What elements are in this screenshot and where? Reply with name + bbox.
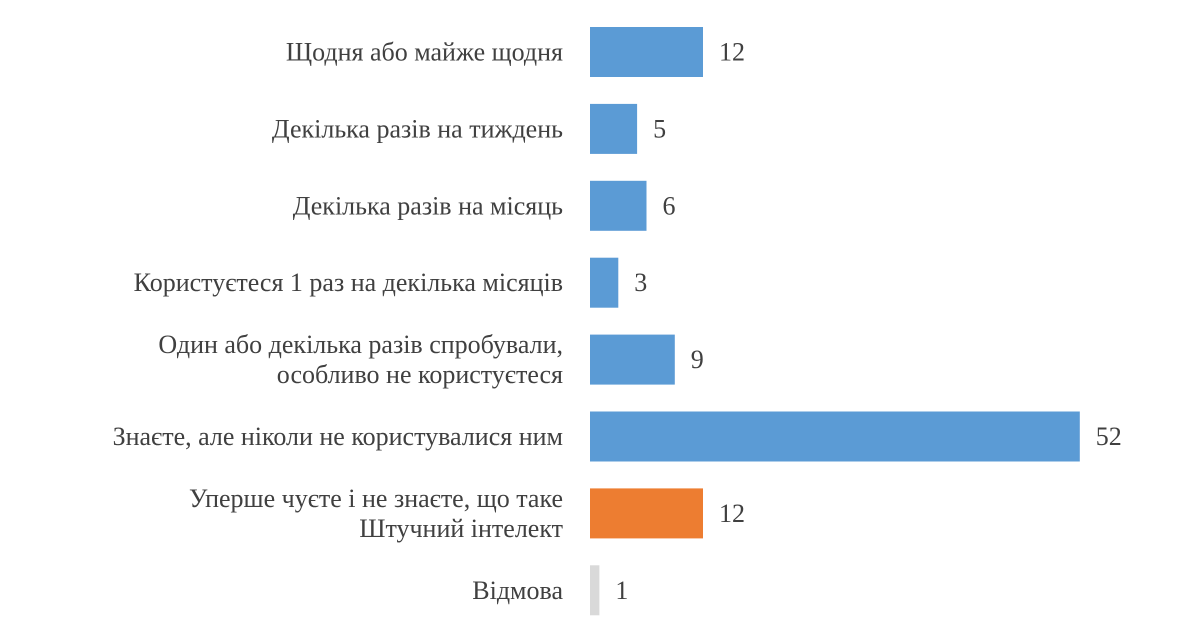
bar [590,334,675,385]
bar [590,180,647,231]
bar [590,565,600,616]
category-label: Один або декілька разів спробували, [158,330,563,359]
category-label: Знаєте, але ніколи не користувалися ним [113,422,563,451]
category-label: Штучний інтелект [359,514,563,543]
category-label: Уперше чуєте і не знаєте, що таке [189,484,563,513]
data-label: 9 [691,345,704,374]
data-label: 3 [634,268,647,297]
data-label: 1 [615,576,628,605]
category-label: особливо не користуєтеся [277,360,563,389]
category-label: Відмова [472,576,563,605]
bar [590,103,638,154]
bar [590,27,703,77]
data-label: 5 [653,114,666,143]
bar [590,411,1080,462]
bar [590,257,619,308]
data-label: 6 [663,191,676,220]
category-label: Декілька разів на місяць [293,191,563,220]
data-label: 12 [719,499,745,528]
bar [590,488,703,539]
data-label: 52 [1096,422,1122,451]
category-label: Декілька разів на тиждень [272,114,563,143]
data-label: 12 [719,38,745,67]
category-label: Користуєтеся 1 раз на декілька місяців [134,268,563,297]
category-label: Щодня або майже щодня [286,38,563,67]
